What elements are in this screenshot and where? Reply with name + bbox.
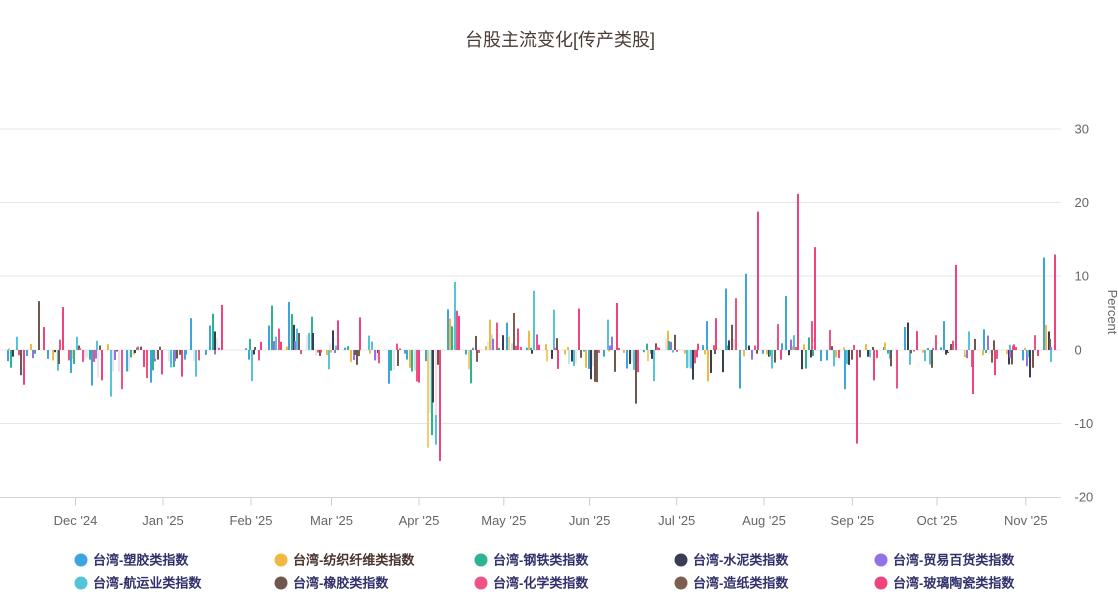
svg-text:台湾-造纸类指数: 台湾-造纸类指数: [693, 576, 789, 591]
svg-text:-20: -20: [1075, 490, 1094, 505]
svg-text:-10: -10: [1075, 416, 1094, 431]
svg-text:台湾-钢铁类指数: 台湾-钢铁类指数: [493, 553, 589, 568]
svg-text:20: 20: [1075, 195, 1089, 210]
svg-text:Jun '25: Jun '25: [569, 513, 611, 528]
svg-text:May '25: May '25: [481, 513, 526, 528]
svg-text:台湾-水泥类指数: 台湾-水泥类指数: [693, 553, 789, 568]
svg-text:台湾-塑胶类指数: 台湾-塑胶类指数: [93, 553, 189, 568]
svg-text:台湾-纺织纤维类指数: 台湾-纺织纤维类指数: [293, 553, 415, 568]
svg-text:30: 30: [1075, 122, 1089, 137]
svg-text:Jul '25: Jul '25: [658, 513, 695, 528]
svg-text:Oct '25: Oct '25: [917, 513, 958, 528]
svg-text:台湾-橡胶类指数: 台湾-橡胶类指数: [293, 576, 389, 591]
svg-text:台股主流变化[传产类股]: 台股主流变化[传产类股]: [465, 30, 655, 50]
svg-text:Sep '25: Sep '25: [831, 513, 875, 528]
svg-text:10: 10: [1075, 269, 1089, 284]
svg-text:Percent: Percent: [1105, 290, 1118, 335]
svg-text:Apr '25: Apr '25: [399, 513, 440, 528]
svg-text:0: 0: [1075, 343, 1082, 358]
svg-text:Dec '24: Dec '24: [54, 513, 98, 528]
svg-text:台湾-玻璃陶瓷类指数: 台湾-玻璃陶瓷类指数: [893, 576, 1015, 591]
svg-text:Mar '25: Mar '25: [310, 513, 353, 528]
svg-text:台湾-贸易百货类指数: 台湾-贸易百货类指数: [893, 553, 1015, 568]
svg-text:Nov '25: Nov '25: [1004, 513, 1048, 528]
svg-text:台湾-航运业类指数: 台湾-航运业类指数: [93, 576, 202, 591]
svg-text:Jan '25: Jan '25: [142, 513, 184, 528]
svg-text:Aug '25: Aug '25: [742, 513, 786, 528]
svg-text:Feb '25: Feb '25: [230, 513, 273, 528]
svg-text:台湾-化学类指数: 台湾-化学类指数: [493, 576, 589, 591]
